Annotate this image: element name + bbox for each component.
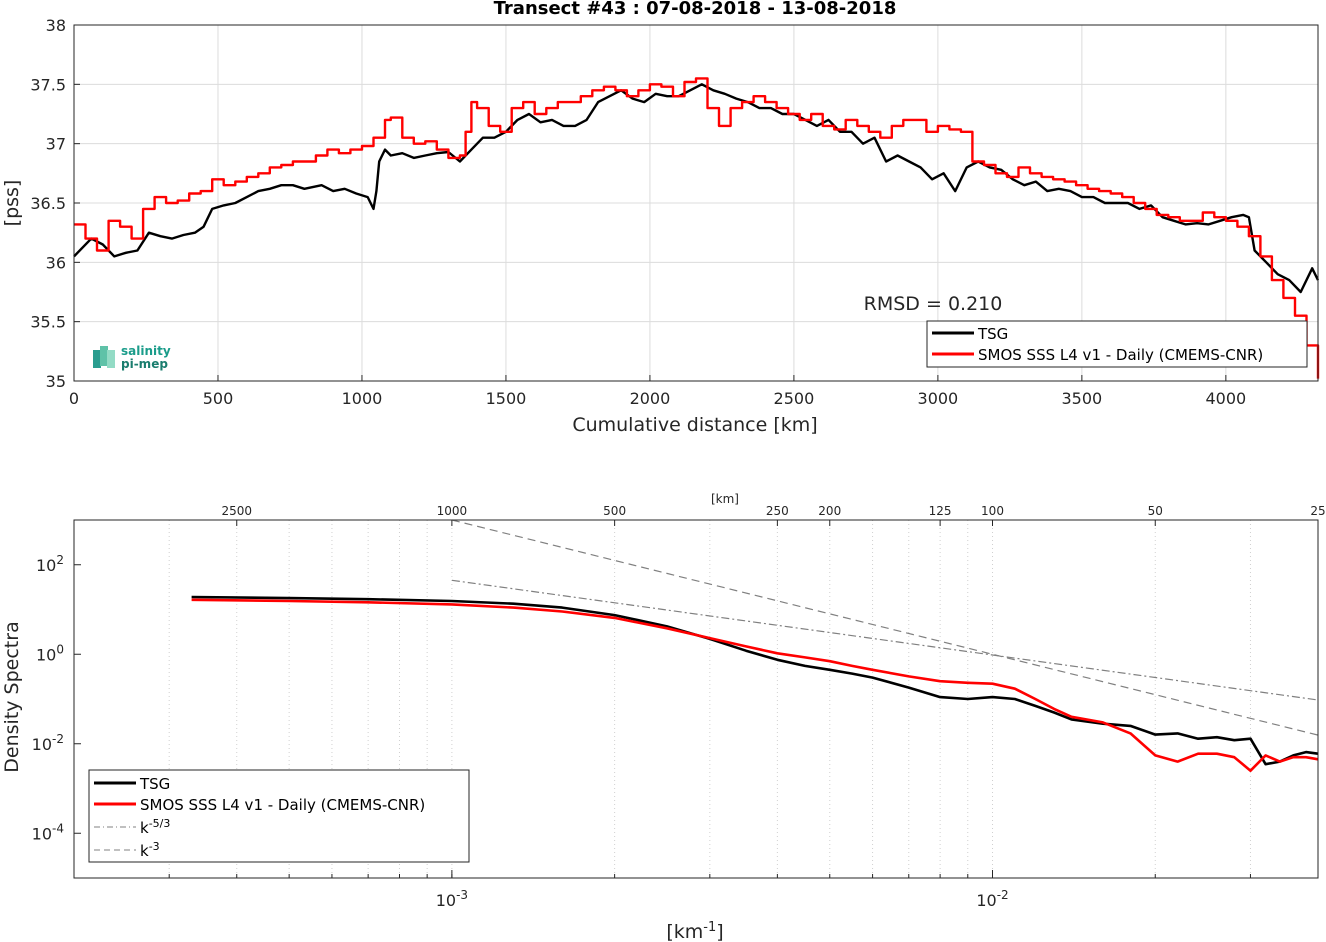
logo-text-line1: salinity	[121, 344, 171, 358]
top-legend-smos: SMOS SSS L4 v1 - Daily (CMEMS-CNR)	[978, 346, 1263, 364]
top-series-smos	[74, 77, 1320, 379]
logo-text-line2: pi-mep	[121, 357, 168, 371]
bottom-y-tick-label: 102	[36, 553, 64, 575]
bottom-y-tick-label: 10-2	[32, 732, 64, 754]
top-y-tick-label: 35	[46, 372, 66, 391]
bottom-x-tick-label: 10-3	[436, 888, 468, 910]
top-km-axis-tick-label: 200	[818, 504, 841, 518]
top-y-tick-label: 37	[46, 135, 66, 154]
bottom-series-k53	[451, 579, 1319, 701]
top-series-group	[73, 77, 1320, 379]
top-x-axis-label: Cumulative distance [km]	[572, 414, 817, 436]
top-x-tick-label: 0	[69, 389, 79, 408]
top-km-axis-tick-label: 25	[1310, 504, 1325, 518]
time-series-panel: 0 500 1000 1500 2000 2500 3000 3500 4000 35 35.5 36…	[1, 0, 1320, 436]
bottom-series-group	[191, 519, 1319, 772]
bottom-legend-box	[88, 769, 470, 863]
top-series-tsg	[73, 83, 1320, 294]
spectra-panel: 10-3 10-2 102 100 10-2 10-4 2500 1000 500 250 200 1…	[1, 492, 1326, 942]
bottom-legend-tsg: TSG	[139, 775, 170, 793]
top-legend-tsg: TSG	[977, 325, 1008, 343]
top-x-tick-label: 3000	[918, 389, 959, 408]
top-x-tick-label: 500	[203, 389, 234, 408]
top-axis-unit-label: [km]	[711, 492, 739, 506]
bottom-series-smos	[191, 598, 1319, 772]
top-x-tick-label: 4000	[1205, 389, 1246, 408]
top-x-tick-label: 2000	[630, 389, 671, 408]
top-x-tick-label: 2500	[774, 389, 815, 408]
bottom-x-axis-label: [km-1]	[666, 920, 723, 942]
salinity-pimep-logo: salinity pi-mep	[93, 344, 171, 371]
logo-mark-2	[100, 346, 108, 366]
bottom-y-tick-label: 100	[36, 642, 64, 664]
bottom-x-tick-label: 10-2	[976, 888, 1008, 910]
top-km-axis-tick-label: 1000	[437, 504, 468, 518]
top-km-axis-tick-label: 2500	[221, 504, 252, 518]
bottom-legend-smos: SMOS SSS L4 v1 - Daily (CMEMS-CNR)	[140, 796, 425, 814]
bottom-tick-labels: 10-3 10-2 102 100 10-2 10-4 2500 1000 500 250 200 1…	[32, 504, 1326, 910]
top-x-tick-label: 1000	[342, 389, 383, 408]
top-km-axis-tick-label: 500	[603, 504, 626, 518]
bottom-y-tick-label: 10-4	[32, 821, 64, 843]
rmsd-annotation: RMSD = 0.210	[864, 293, 1003, 315]
bottom-series-tsg	[191, 595, 1319, 766]
top-km-axis-tick-label: 50	[1148, 504, 1163, 518]
logo-mark-3	[107, 350, 115, 368]
top-km-axis-tick-label: 125	[929, 504, 952, 518]
top-y-tick-label: 36	[46, 253, 66, 272]
bottom-legend: TSG SMOS SSS L4 v1 - Daily (CMEMS-CNR) k…	[88, 769, 470, 863]
logo-mark-1	[93, 350, 101, 368]
bottom-series-k3	[451, 519, 1319, 736]
top-x-tick-label: 3500	[1062, 389, 1103, 408]
chart-title: Transect #43 : 07-08-2018 - 13-08-2018	[494, 0, 897, 19]
top-tick-labels: 0 500 1000 1500 2000 2500 3000 3500 4000 35 35.5 36…	[30, 16, 1246, 408]
top-y-tick-label: 36.5	[30, 194, 66, 213]
bottom-axes-box	[73, 519, 1319, 879]
top-y-tick-label: 38	[46, 16, 66, 35]
top-axes-box	[73, 24, 1319, 382]
top-km-axis-tick-label: 250	[766, 504, 789, 518]
bottom-grid	[74, 520, 1319, 878]
top-legend: TSG SMOS SSS L4 v1 - Daily (CMEMS-CNR)	[926, 320, 1308, 368]
bottom-y-axis-label: Density Spectra	[1, 621, 23, 772]
top-legend-box	[926, 320, 1308, 368]
top-km-axis-tick-label: 100	[981, 504, 1004, 518]
top-y-tick-label: 37.5	[30, 75, 66, 94]
top-y-axis-label: [pss]	[1, 180, 23, 227]
top-y-tick-label: 35.5	[30, 313, 66, 332]
top-x-tick-label: 1500	[486, 389, 527, 408]
